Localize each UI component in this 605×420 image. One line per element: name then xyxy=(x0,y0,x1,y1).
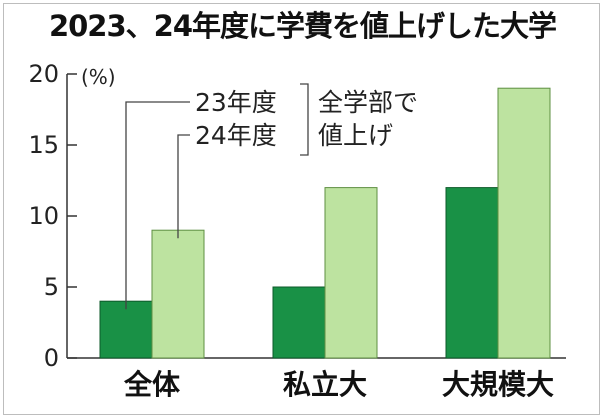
annotation-group-line1: 全学部で xyxy=(318,88,418,117)
leader-line-23 xyxy=(125,101,190,310)
bar-24-1 xyxy=(324,187,378,359)
category-labels: 全体 私立大 大規模大 xyxy=(123,368,554,401)
bar-23-0 xyxy=(99,300,153,359)
y-tick-label: 20 xyxy=(28,60,59,88)
bars xyxy=(99,87,551,359)
bar-23-1 xyxy=(272,286,326,359)
annotation-24: 24年度 xyxy=(195,121,277,150)
y-tick-label: 10 xyxy=(28,202,59,230)
bar-24-0 xyxy=(151,229,205,359)
bar-23-2 xyxy=(445,187,499,359)
y-axis: 0 5 10 15 20 (%) xyxy=(28,60,566,372)
category-label-1: 私立大 xyxy=(283,368,367,401)
y-tick-label: 0 xyxy=(44,344,59,372)
leader-line-24 xyxy=(177,134,190,239)
annotation-bracket xyxy=(300,83,309,156)
y-unit-label: (%) xyxy=(81,65,116,89)
bar-24-2 xyxy=(497,87,551,359)
chart-title: 2023、24年度に学費を値上げした大学 xyxy=(48,9,557,43)
category-label-2: 大規模大 xyxy=(442,368,554,401)
category-label-0: 全体 xyxy=(123,368,181,401)
y-tick-label: 5 xyxy=(44,273,59,301)
annotation-group-line2: 値上げ xyxy=(318,121,393,150)
annotation-23: 23年度 xyxy=(195,88,277,117)
y-tick-label: 15 xyxy=(28,131,59,159)
